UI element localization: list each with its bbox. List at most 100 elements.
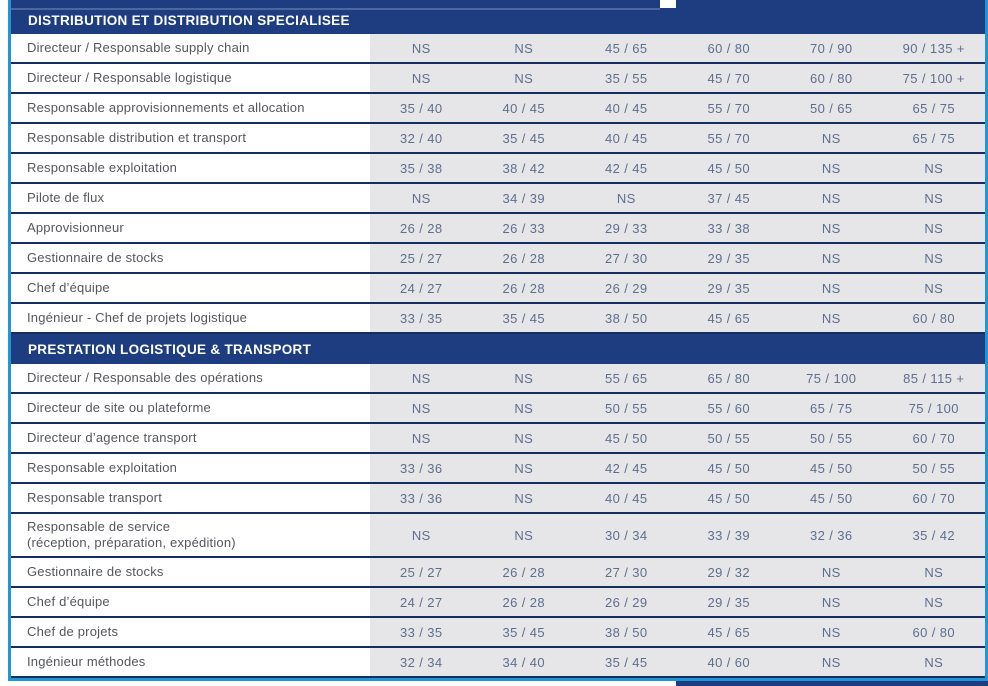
job-title-cell: Responsable distribution et transport <box>11 124 370 152</box>
job-row: Directeur / Responsable supply chain NS NS… <box>11 34 985 64</box>
salary-value-cell: 45 / 65 <box>677 618 780 646</box>
salary-value-cell: 40 / 60 <box>677 648 780 676</box>
salary-value-cell: 33 / 35 <box>370 618 473 646</box>
salary-value-cell: NS <box>780 558 883 586</box>
salary-value-cell: 33 / 35 <box>370 304 473 332</box>
salary-value-cell: 55 / 65 <box>575 364 678 392</box>
salary-value-cell: 33 / 39 <box>677 514 780 556</box>
salary-value-cell: NS <box>780 184 883 212</box>
salary-value-cell: NS <box>370 514 473 556</box>
salary-value-cell: 34 / 40 <box>472 648 575 676</box>
salary-value-cell: NS <box>472 514 575 556</box>
salary-value-cell: NS <box>370 34 473 62</box>
job-title-cell: Ingénieur - Chef de projets logistique <box>11 304 370 332</box>
job-row: Directeur / Responsable des opérations NS… <box>11 364 985 394</box>
salary-value-cell: 42 / 45 <box>575 154 678 182</box>
job-title-cell: Responsable exploitation <box>11 454 370 482</box>
salary-value-cell: NS <box>780 214 883 242</box>
salary-value-cell: 29 / 35 <box>677 274 780 302</box>
salary-value-cell: 29 / 33 <box>575 214 678 242</box>
job-title-cell: Directeur / Responsable des opérations <box>11 364 370 392</box>
job-title-cell: Directeur / Responsable supply chain <box>11 34 370 62</box>
job-title-cell: Pilote de flux <box>11 184 370 212</box>
job-title-cell: Directeur d’agence transport <box>11 424 370 452</box>
salary-value-cell: 26 / 28 <box>472 244 575 272</box>
salary-value-cell: 26 / 28 <box>472 274 575 302</box>
salary-value-cell: 40 / 45 <box>575 94 678 122</box>
salary-value-cell: NS <box>780 244 883 272</box>
salary-value-cell: NS <box>882 244 985 272</box>
salary-value-cell: 35 / 45 <box>472 618 575 646</box>
salary-value-cell: 35 / 38 <box>370 154 473 182</box>
salary-value-cell: 42 / 45 <box>575 454 678 482</box>
salary-value-cell: NS <box>882 648 985 676</box>
job-row: Responsable exploitation 35 / 38 38 / 42 42… <box>11 154 985 184</box>
salary-value-cell: 35 / 40 <box>370 94 473 122</box>
job-row: Ingénieur méthodes 32 / 34 34 / 40 35 / 45 4… <box>11 648 985 678</box>
salary-value-cell: NS <box>472 34 575 62</box>
next-section-top-bar <box>676 681 988 686</box>
salary-value-cell: 75 / 100 <box>882 394 985 422</box>
salary-value-cell: NS <box>780 648 883 676</box>
salary-value-cell: 45 / 50 <box>677 154 780 182</box>
job-title-cell: Responsable transport <box>11 484 370 512</box>
section-title: DISTRIBUTION ET DISTRIBUTION SPECIALISEE <box>28 13 350 28</box>
job-row: Directeur de site ou plateforme NS NS 50 / … <box>11 394 985 424</box>
salary-value-cell: NS <box>780 588 883 616</box>
salary-value-cell: 45 / 65 <box>575 34 678 62</box>
job-row: Responsable distribution et transport 32 … <box>11 124 985 154</box>
salary-value-cell: NS <box>780 304 883 332</box>
salary-value-cell: NS <box>882 588 985 616</box>
salary-value-cell: NS <box>780 154 883 182</box>
job-row: Pilote de flux NS 34 / 39 NS 37 / 45 NS NS <box>11 184 985 214</box>
salary-value-cell: NS <box>575 184 678 212</box>
salary-value-cell: 29 / 35 <box>677 244 780 272</box>
salary-value-cell: NS <box>472 454 575 482</box>
job-row: Directeur d’agence transport NS NS 45 / 50 5… <box>11 424 985 454</box>
section-header: DISTRIBUTION ET DISTRIBUTION SPECIALISEE <box>11 0 985 34</box>
salary-value-cell: 29 / 35 <box>677 588 780 616</box>
salary-value-cell: NS <box>472 364 575 392</box>
job-row: Ingénieur - Chef de projets logistique 33… <box>11 304 985 334</box>
salary-value-cell: 38 / 50 <box>575 304 678 332</box>
salary-value-cell: NS <box>882 214 985 242</box>
job-title-cell: Approvisionneur <box>11 214 370 242</box>
salary-value-cell: 40 / 45 <box>575 484 678 512</box>
salary-value-cell: 26 / 28 <box>370 214 473 242</box>
salary-value-cell: NS <box>472 424 575 452</box>
job-title-cell: Responsable exploitation <box>11 154 370 182</box>
job-title-cell: Chef d’équipe <box>11 588 370 616</box>
salary-value-cell: 26 / 29 <box>575 588 678 616</box>
salary-value-cell: NS <box>370 394 473 422</box>
salary-value-cell: 35 / 55 <box>575 64 678 92</box>
salary-value-cell: 85 / 115 + <box>882 364 985 392</box>
job-title-cell: Gestionnaire de stocks <box>11 244 370 272</box>
header-top-notch <box>660 0 676 8</box>
salary-value-cell: NS <box>882 184 985 212</box>
salary-value-cell: 55 / 70 <box>677 124 780 152</box>
salary-value-cell: NS <box>370 364 473 392</box>
salary-value-cell: 38 / 42 <box>472 154 575 182</box>
salary-value-cell: 45 / 50 <box>780 484 883 512</box>
salary-value-cell: 25 / 27 <box>370 558 473 586</box>
salary-value-cell: 26 / 28 <box>472 558 575 586</box>
salary-value-cell: 60 / 70 <box>882 424 985 452</box>
salary-value-cell: 33 / 36 <box>370 484 473 512</box>
salary-value-cell: 45 / 50 <box>575 424 678 452</box>
salary-table: DISTRIBUTION ET DISTRIBUTION SPECIALISEE… <box>8 0 988 681</box>
salary-value-cell: 60 / 80 <box>882 304 985 332</box>
job-row: Responsable exploitation 33 / 36 NS 42 / 45… <box>11 454 985 484</box>
salary-value-cell: NS <box>780 274 883 302</box>
job-row: Approvisionneur 26 / 28 26 / 33 29 / 33 33 /… <box>11 214 985 244</box>
salary-value-cell: 60 / 70 <box>882 484 985 512</box>
job-row: Responsable de service (réception, prépa… <box>11 514 985 558</box>
salary-value-cell: 45 / 70 <box>677 64 780 92</box>
salary-value-cell: 32 / 34 <box>370 648 473 676</box>
salary-value-cell: 34 / 39 <box>472 184 575 212</box>
header-top-divider <box>11 8 660 10</box>
salary-value-cell: 33 / 38 <box>677 214 780 242</box>
salary-value-cell: 45 / 50 <box>780 454 883 482</box>
salary-value-cell: 65 / 80 <box>677 364 780 392</box>
salary-value-cell: 24 / 27 <box>370 274 473 302</box>
salary-value-cell: 90 / 135 + <box>882 34 985 62</box>
